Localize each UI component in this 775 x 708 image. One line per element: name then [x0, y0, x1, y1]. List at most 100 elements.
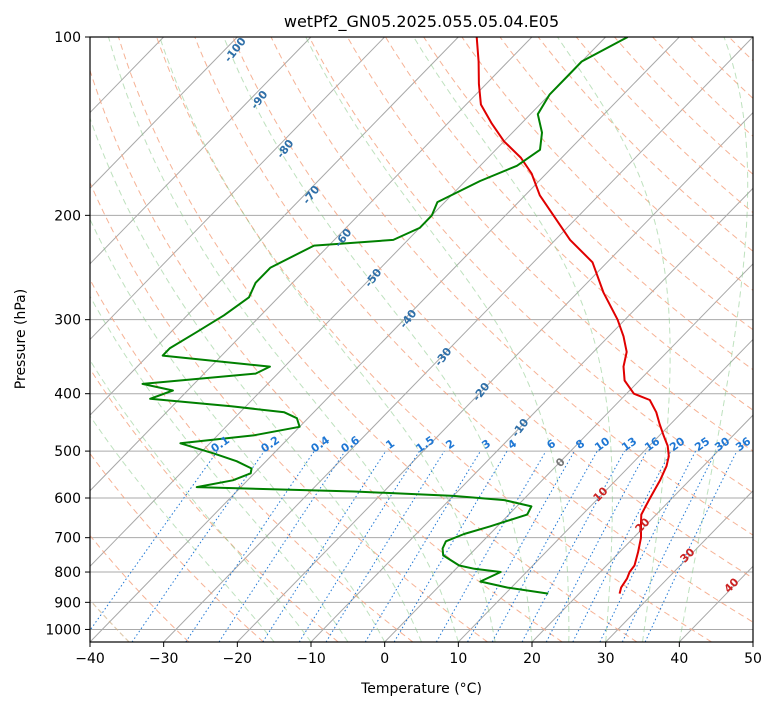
mixing-ratio-line — [435, 450, 547, 642]
y-tick-label: 300 — [54, 313, 81, 329]
moist-adiabat-line — [90, 295, 349, 642]
mixing-ratio-line — [325, 450, 445, 642]
y-tick-label: 100 — [54, 30, 81, 46]
y-tick-label: 400 — [54, 387, 81, 403]
dry-adiabat-line — [90, 278, 414, 642]
dry-adiabat-line — [461, 37, 753, 331]
mixing-ratio-line — [393, 450, 508, 642]
mixing-ratio-label: 1.5 — [414, 433, 437, 455]
x-tick-label: 50 — [744, 651, 762, 667]
mixing-ratio-line — [185, 450, 315, 642]
y-tick-label: 1000 — [45, 622, 81, 638]
mixing-ratio-label: 1 — [383, 437, 397, 452]
dry-adiabat-line — [156, 37, 712, 642]
mixing-ratio-line — [262, 450, 387, 642]
mixing-ratio-line — [572, 450, 672, 642]
moist-adiabat-line — [90, 116, 422, 642]
x-tick-label: −10 — [296, 651, 326, 667]
moist-adiabat-line — [223, 37, 533, 642]
moist-adiabat-line — [108, 37, 459, 642]
isotherm-line — [90, 37, 459, 416]
mixing-ratio-line — [621, 450, 717, 642]
x-tick-label: −20 — [223, 651, 253, 667]
dry-adiabat-label: -40 — [397, 307, 420, 331]
dry-adiabat-line — [690, 37, 753, 100]
mixing-ratio-line — [90, 450, 218, 632]
dry-adiabat-line — [423, 37, 753, 371]
mixing-ratio-label: 0.6 — [339, 433, 363, 455]
moist-adiabat-label: 20 — [633, 515, 653, 535]
x-tick-label: 0 — [380, 651, 389, 667]
mixing-ratio-line — [218, 450, 346, 642]
isotherm-line — [90, 37, 385, 341]
mixing-ratio-line — [599, 450, 697, 642]
mixing-ratio-label: 6 — [544, 437, 558, 452]
dry-adiabat-label: -90 — [248, 88, 271, 112]
isotherm-line — [90, 37, 606, 568]
moist-adiabat-label: 10 — [591, 484, 611, 504]
isotherm-line — [90, 37, 312, 265]
dry-adiabat-line — [232, 37, 753, 579]
plot-frame — [89, 36, 754, 643]
mixing-ratio-line — [545, 450, 648, 642]
dry-adiabat-line — [728, 37, 753, 62]
isotherm-line — [90, 37, 533, 492]
y-axis-label: Pressure (hPa) — [13, 289, 29, 389]
dry-adiabat-label: -80 — [274, 137, 297, 161]
dry-adiabat-line — [767, 37, 775, 642]
dry-adiabat-line — [118, 37, 638, 642]
x-tick-label: −30 — [149, 651, 179, 667]
moist-adiabat-line — [90, 415, 275, 642]
isotherm-line — [163, 37, 753, 642]
mixing-ratio-label: 0.2 — [259, 433, 282, 455]
plot-area — [90, 36, 753, 630]
x-tick-label: 10 — [449, 651, 467, 667]
dry-adiabat-label: -30 — [432, 345, 455, 369]
chart-title: wetPf2_GN05.2025.055.05.04.E05 — [284, 12, 559, 32]
moist-adiabat-label: 0 — [553, 455, 568, 470]
isotherm-line — [384, 263, 753, 642]
mixing-ratio-label: 2 — [443, 437, 457, 452]
y-tick-label: 900 — [54, 595, 81, 611]
mixing-ratio-label: 8 — [573, 437, 587, 452]
isotherm-line — [90, 37, 238, 189]
dry-adiabat-line — [90, 68, 563, 642]
x-tick-label: −40 — [75, 651, 105, 667]
y-tick-label: 200 — [54, 208, 81, 224]
dry-adiabat-label: -70 — [300, 183, 323, 207]
mixing-ratio-line — [491, 450, 598, 642]
moist-adiabat-line — [90, 359, 312, 642]
y-tick-label: 600 — [54, 491, 81, 507]
isotherm-line — [531, 414, 753, 642]
moist-adiabat-line — [90, 218, 386, 642]
dry-adiabat-line — [90, 181, 488, 642]
moist-adiabat-line — [557, 37, 671, 642]
dry-adiabat-label: -100 — [222, 35, 249, 65]
dry-adiabat-line — [270, 37, 753, 536]
moist-adiabat-label: 40 — [722, 575, 742, 595]
moist-adiabat-line — [678, 37, 749, 642]
dry-adiabat-line — [90, 367, 339, 642]
diagram-lines — [90, 37, 775, 642]
x-tick-label: 40 — [670, 651, 688, 667]
isotherm-line — [236, 111, 753, 642]
isotherm-line — [752, 641, 753, 642]
mixing-ratio-label: 0.4 — [309, 433, 333, 455]
mixing-ratio-line — [521, 450, 625, 642]
dry-adiabat-line — [652, 37, 753, 137]
y-tick-label: 800 — [54, 565, 81, 581]
x-tick-label: 30 — [597, 651, 615, 667]
mixing-ratio-label: 3 — [479, 437, 493, 452]
mixing-ratio-line — [467, 450, 575, 642]
dry-adiabat-line — [537, 37, 753, 252]
moist-adiabat-line — [305, 37, 570, 642]
dry-adiabat-line — [346, 37, 753, 452]
dry-adiabat-label: -60 — [332, 226, 355, 250]
mixing-ratio-line — [298, 450, 420, 642]
dewpoint-profile — [141, 37, 629, 595]
mixing-ratio-line — [131, 450, 265, 642]
mixing-ratio-line — [364, 450, 481, 642]
isotherm-line — [605, 490, 753, 642]
y-tick-label: 700 — [54, 531, 81, 547]
